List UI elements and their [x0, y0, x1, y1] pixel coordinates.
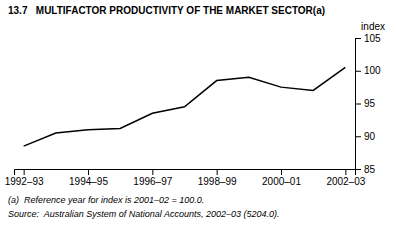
y-tick-mark	[355, 38, 361, 39]
y-tick-label: 100	[364, 65, 381, 76]
footnote: Source: Australian System of National Ac…	[8, 209, 280, 219]
x-tick-label: 2002–03	[326, 176, 365, 187]
y-tick-label: 85	[364, 164, 376, 175]
x-tick-label: 1996–97	[133, 176, 172, 187]
x-tick-mark	[152, 169, 153, 175]
y-tick-label: 105	[364, 33, 381, 44]
x-tick-label: 1994–95	[69, 176, 108, 187]
y-label: index	[361, 21, 385, 32]
y-tick-label: 90	[364, 131, 376, 142]
x-axis-line	[15, 170, 356, 176]
x-tick-label: 1998–99	[198, 176, 237, 187]
x-tick: 1996–97	[133, 169, 172, 187]
y-tick: 85	[355, 164, 376, 175]
x-tick-label: 1992–93	[5, 176, 44, 187]
y-tick-label: 95	[364, 98, 376, 109]
line	[24, 67, 346, 146]
y-axis-line	[356, 39, 362, 170]
marks	[24, 67, 346, 146]
y-tick-mark	[355, 136, 361, 137]
chart: 85 90 95 100 105 1992–93 1994–95 1996–97 1998–99…	[0, 0, 397, 227]
y-tick-mark	[355, 71, 361, 72]
y-tick: 100	[355, 65, 381, 76]
x-tick: 1994–95	[69, 169, 108, 187]
x-tick: 1998–99	[198, 169, 237, 187]
plot-area: 85 90 95 100 105 1992–93 1994–95 1996–97 1998–99…	[5, 33, 381, 187]
x-tick-label: 2000–01	[262, 176, 301, 187]
x-axis: 1992–93 1994–95 1996–97 1998–99 2000–01 2002–…	[5, 169, 366, 187]
title: 13.7 MULTIFACTOR PRODUCTIVITY OF THE MAR…	[8, 5, 325, 16]
x-tick-mark	[88, 169, 89, 175]
y-axis: 85 90 95 100 105	[355, 33, 381, 175]
footnote: (a) Reference year for index is 2001–02 …	[8, 195, 204, 205]
x-tick-mark	[217, 169, 218, 175]
x-tick-mark	[281, 169, 282, 175]
y-tick: 105	[355, 33, 381, 44]
x-tick-mark	[24, 169, 25, 175]
y-tick: 95	[355, 98, 376, 109]
y-tick-mark	[355, 104, 361, 105]
x-tick-mark	[345, 169, 346, 175]
x-tick: 2002–03	[326, 169, 365, 187]
x-tick: 1992–93	[5, 169, 44, 187]
y-tick: 90	[355, 131, 376, 142]
x-tick: 2000–01	[262, 169, 301, 187]
